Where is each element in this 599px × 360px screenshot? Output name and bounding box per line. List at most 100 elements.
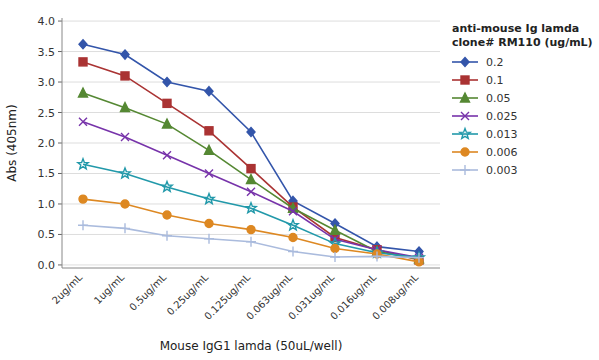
grid-line [62, 82, 440, 83]
legend-item: 0.2 [452, 56, 504, 69]
x-axis [62, 268, 440, 269]
y-axis [62, 18, 63, 268]
legend: anti-mouse Ig lamdaclone# RM110 (ug/mL) 0… [452, 22, 593, 177]
legend-title-line: anti-mouse Ig lamda [452, 22, 579, 35]
data-point [163, 151, 171, 159]
data-point [414, 253, 424, 263]
data-point [79, 40, 87, 49]
tick-mark [58, 203, 62, 204]
grid-line [62, 51, 440, 52]
legend-item: 0.1 [452, 74, 504, 87]
legend-label: 0.025 [486, 110, 518, 123]
legend-item: 0.05 [452, 92, 511, 105]
data-point [247, 128, 255, 137]
data-point [163, 99, 171, 107]
data-point [121, 50, 129, 59]
tick-mark [58, 51, 62, 52]
data-point [205, 127, 213, 135]
legend-label: 0.1 [486, 74, 504, 87]
series-line [83, 199, 419, 262]
series [78, 220, 424, 262]
legend-marker [460, 165, 470, 175]
data-point [247, 175, 256, 184]
legend-marker [461, 58, 469, 67]
data-point [121, 72, 129, 80]
legend-label: 0.013 [486, 128, 518, 141]
data-point [120, 223, 130, 233]
legend-marker [461, 93, 470, 102]
legend-item: 0.006 [452, 146, 518, 159]
tick-label: 0.5 [38, 228, 56, 241]
tick-label: 3.0 [38, 76, 56, 89]
data-point [372, 251, 382, 261]
data-point [204, 234, 214, 244]
data-point [205, 87, 213, 96]
data-point [205, 219, 213, 227]
data-point [246, 237, 256, 247]
chart: 0.00.51.01.52.02.53.03.54.02ug/mL1ug/mL0… [0, 0, 599, 360]
data-point [331, 244, 339, 252]
grid-line [62, 143, 440, 144]
y-ticks: 0.00.51.01.52.02.53.03.54.0 [38, 15, 63, 272]
series [78, 159, 424, 262]
tick-mark [58, 264, 62, 265]
tick-mark [58, 173, 62, 174]
legend-label: 0.2 [486, 56, 504, 69]
tick-label: 1.5 [38, 167, 56, 180]
data-point [247, 165, 255, 173]
series [79, 88, 424, 263]
data-point [246, 203, 256, 213]
y-axis-label: Abs (405nm) [5, 104, 19, 181]
data-point [288, 247, 298, 257]
tick-mark [58, 143, 62, 144]
data-point [79, 195, 87, 203]
tick-label: 2ug/mL [50, 271, 85, 306]
data-point [331, 225, 340, 234]
data-point [247, 226, 255, 234]
grid-line [62, 112, 440, 113]
data-point [78, 220, 88, 230]
legend-swatch [452, 133, 478, 135]
tick-label: 2.0 [38, 137, 56, 150]
data-point [79, 118, 87, 126]
tick-label: 1.0 [38, 198, 56, 211]
tick-label: 0.008ug/mL [370, 271, 421, 322]
data-point [163, 119, 172, 128]
legend-title-line: clone# RM110 (ug/mL) [452, 36, 593, 49]
grid-line [62, 21, 440, 22]
series [79, 118, 423, 262]
series-line [83, 44, 419, 251]
grid-line [62, 264, 440, 265]
tick-label: 0.0 [38, 259, 56, 272]
data-point [204, 194, 214, 204]
data-point [288, 220, 298, 230]
data-point [79, 58, 87, 66]
legend-marker [461, 76, 469, 84]
data-point [120, 168, 130, 178]
data-point [121, 133, 129, 141]
data-point [163, 211, 171, 219]
series [79, 58, 423, 264]
series-line [83, 122, 419, 258]
data-point [79, 88, 88, 97]
tick-label: 1ug/mL [92, 271, 127, 306]
tick-mark [58, 82, 62, 83]
data-point [247, 188, 255, 196]
legend-label: 0.003 [486, 164, 518, 177]
data-point [330, 252, 340, 262]
plot-area [78, 40, 424, 266]
tick-label: 0.5ug/mL [127, 271, 169, 313]
data-point [162, 231, 172, 241]
tick-mark [58, 234, 62, 235]
tick-label: 3.5 [38, 46, 56, 59]
series-line [83, 93, 419, 259]
tick-mark [58, 21, 62, 22]
data-point [78, 159, 88, 169]
x-ticks: 2ug/mL1ug/mL0.5ug/mL0.25ug/mL0.125ug/mL0… [50, 271, 421, 322]
legend-item: 0.013 [452, 128, 518, 141]
legend-marker [461, 112, 469, 120]
legend-label: 0.05 [486, 92, 511, 105]
series [79, 40, 423, 256]
legend-item: 0.003 [452, 164, 518, 177]
legend-label: 0.006 [486, 146, 518, 159]
